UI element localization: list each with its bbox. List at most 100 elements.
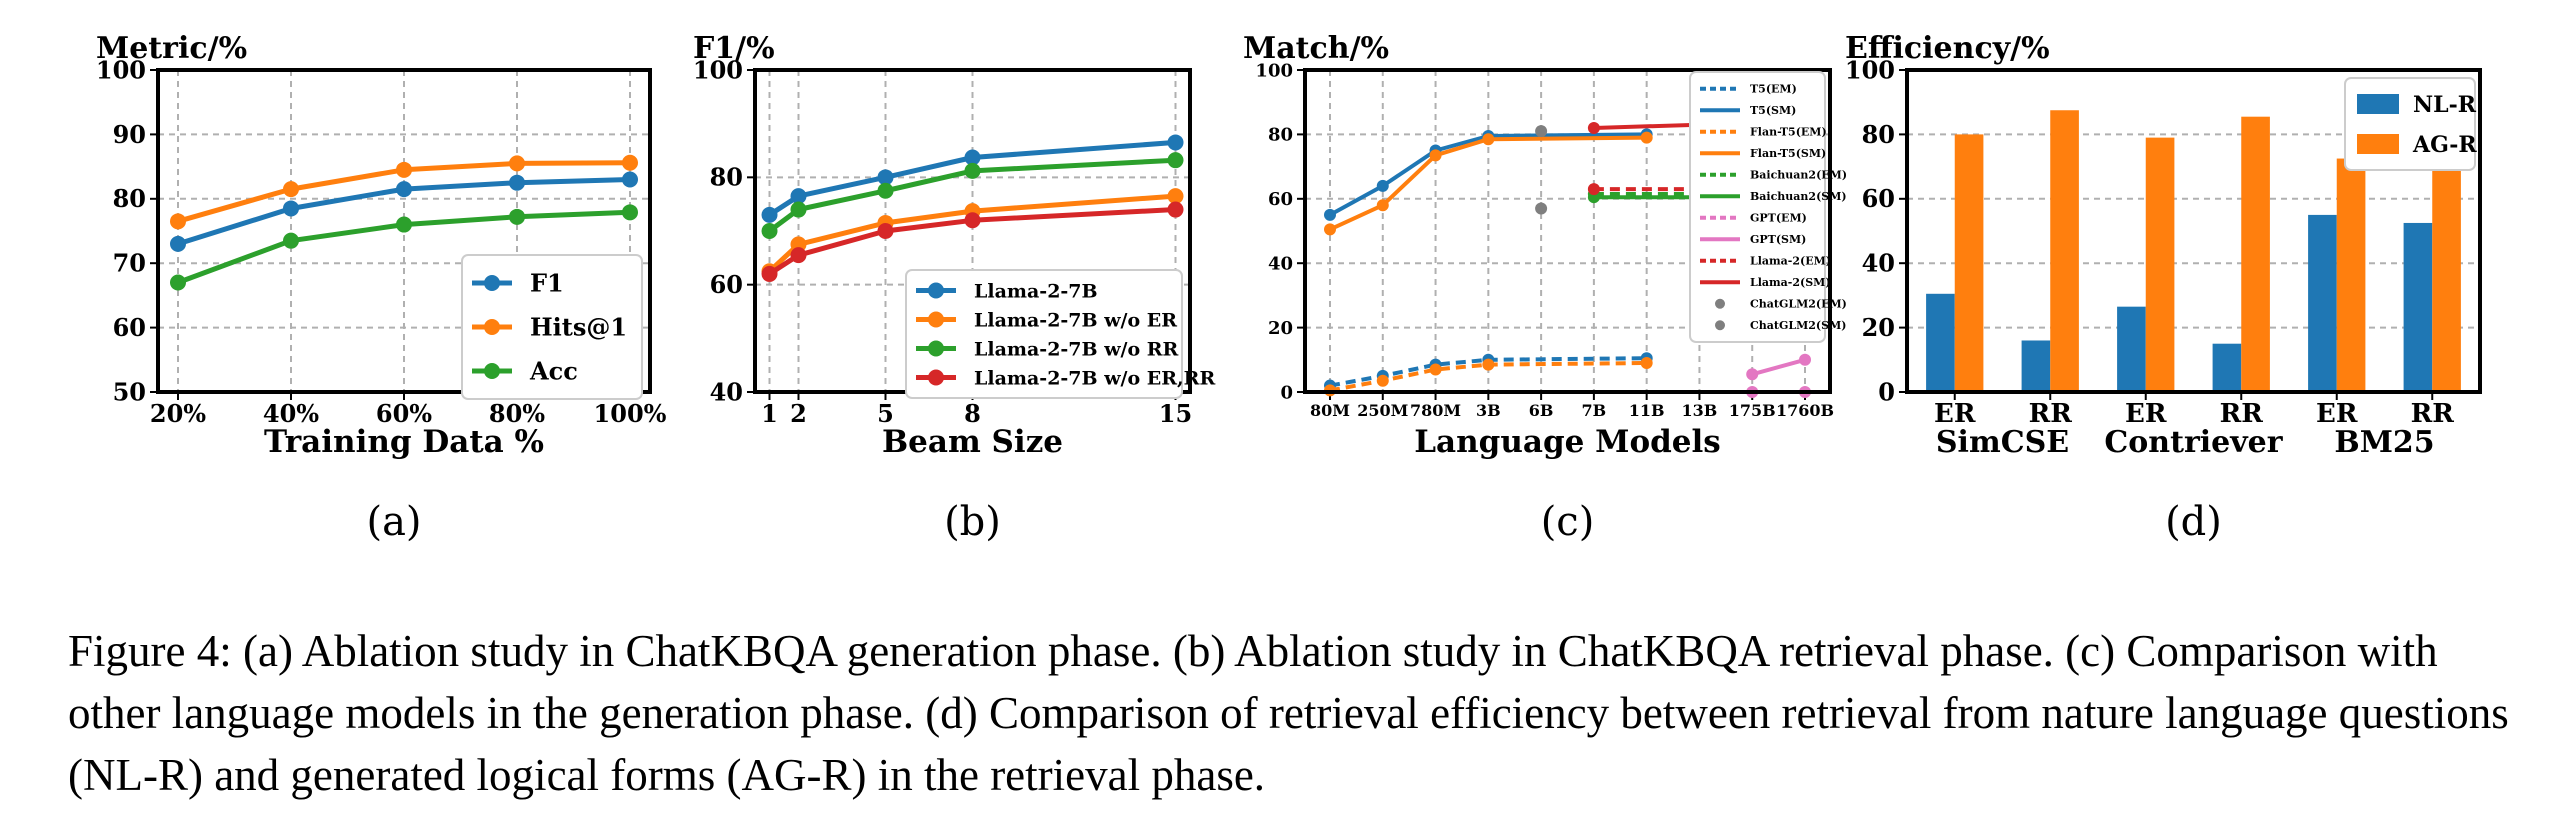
x-tick-label: 8 — [964, 399, 981, 428]
x-tick-label: 80% — [489, 399, 545, 428]
data-point — [1640, 131, 1653, 144]
group-label: BM25 — [2334, 425, 2434, 460]
data-point — [877, 223, 894, 239]
y-tick-label: 100 — [96, 55, 146, 84]
y-tick-label: 100 — [1845, 55, 1895, 84]
x-tick-label: 11B — [1629, 401, 1665, 420]
legend-marker — [928, 282, 944, 299]
x-tick-label: RR — [2029, 399, 2073, 429]
chart-title: F1/% — [693, 31, 775, 66]
legend-box — [461, 254, 643, 400]
data-point — [1429, 149, 1442, 162]
data-point — [1167, 188, 1184, 205]
data-point — [1376, 374, 1389, 387]
legend-label: T5(EM) — [1750, 83, 1797, 96]
plot-border — [1905, 68, 2482, 394]
legend-label: Llama-2-7B w/o RR — [974, 338, 1179, 360]
y-tick-label: 60 — [710, 270, 743, 299]
data-point — [170, 213, 186, 230]
legend-marker — [928, 311, 944, 328]
x-tick-label: 6B — [1529, 401, 1554, 420]
series-line — [1751, 357, 1806, 377]
legend-label: Flan-T5(EM) — [1750, 126, 1827, 139]
bar — [1954, 134, 1984, 392]
data-point — [790, 188, 807, 205]
legend-label: T5(SM) — [1750, 104, 1796, 117]
x-tick-label: 780M — [1410, 401, 1461, 420]
x-tick-label: 40% — [263, 399, 319, 428]
legend-label: Llama-2(EM) — [1750, 255, 1831, 268]
legend-label: AG-R — [2412, 132, 2477, 158]
data-point — [170, 235, 186, 252]
x-tick-label: RR — [2220, 399, 2264, 429]
data-point — [1535, 202, 1548, 215]
group-label: SimCSE — [1936, 425, 2069, 460]
data-point — [283, 200, 299, 217]
panel-label: (a) — [366, 499, 421, 545]
data-point — [761, 206, 778, 223]
series-line — [1593, 122, 1700, 130]
legend-label: ChatGLM2(SM) — [1750, 319, 1846, 332]
data-point — [1587, 121, 1600, 134]
legend-label: Llama-2(SM) — [1750, 276, 1831, 289]
y-tick-label: 90 — [113, 120, 146, 149]
legend-label: GPT(SM) — [1750, 233, 1806, 246]
x-tick-label: 15 — [1159, 399, 1192, 428]
data-point — [283, 181, 299, 198]
series-line — [1329, 356, 1647, 388]
bar — [1926, 293, 1955, 392]
legend-label: Llama-2-7B — [974, 280, 1098, 302]
data-point — [1429, 363, 1442, 376]
y-tick-label: 80 — [1862, 120, 1895, 149]
y-tick-label: 40 — [1862, 249, 1895, 278]
data-point — [1324, 223, 1336, 236]
bar — [2308, 214, 2337, 392]
y-tick-label: 0 — [1878, 377, 1895, 406]
bar — [2336, 158, 2366, 392]
series-line — [1329, 361, 1647, 393]
data-point — [1482, 133, 1495, 146]
panel-label: (d) — [2165, 499, 2222, 545]
x-tick-label: 250M — [1357, 401, 1408, 420]
data-point — [964, 149, 981, 166]
x-tick-label: RR — [2411, 399, 2455, 429]
bar — [2241, 116, 2270, 392]
data-point — [509, 155, 525, 172]
plot-border — [1303, 68, 1832, 394]
data-point — [1167, 152, 1184, 169]
figure-caption: Figure 4: (a) Ablation study in ChatKBQA… — [68, 626, 2509, 800]
data-point — [1640, 357, 1653, 370]
data-point — [509, 174, 525, 191]
legend-label: NL-R — [2413, 92, 2477, 118]
bar — [2050, 110, 2079, 392]
panel-1: Metric/% (a) Training Data % 50 60 70 80 90 100 2… — [96, 31, 667, 545]
y-tick-label: 50 — [113, 377, 146, 406]
y-tick-label: 60 — [1268, 189, 1293, 210]
data-point — [877, 169, 894, 186]
data-point — [622, 204, 638, 221]
panel-2: F1/% (b) Beam Size 40 60 80 100 1 2 5 8 15 Llama-2-7… — [693, 31, 1216, 545]
y-tick-label: 100 — [693, 55, 743, 84]
panel-label: (b) — [944, 499, 1001, 545]
legend-label: Baichuan2(EM) — [1750, 169, 1847, 182]
legend-label: GPT(EM) — [1750, 212, 1807, 225]
bar — [2212, 343, 2242, 392]
x-tick-label: 5 — [877, 399, 894, 428]
data-point — [1376, 199, 1389, 212]
y-tick-label: 20 — [1268, 318, 1293, 339]
legend-label: Hits@1 — [530, 313, 627, 342]
legend-swatch — [2357, 134, 2399, 154]
legend-marker — [484, 275, 500, 291]
panel-3: Match/% (c) Language Models 0 20 40 60 80 100 80M… — [1243, 31, 1847, 545]
x-tick-label: 20% — [150, 399, 206, 428]
data-point — [170, 274, 186, 291]
data-point — [964, 212, 981, 229]
x-tick-label: ER — [1934, 399, 1976, 429]
data-point — [509, 208, 525, 225]
y-tick-label: 80 — [1268, 125, 1293, 146]
data-point — [1799, 353, 1811, 366]
data-point — [622, 154, 638, 171]
x-tick-label: 1 — [761, 399, 778, 428]
y-tick-label: 40 — [1268, 254, 1293, 275]
